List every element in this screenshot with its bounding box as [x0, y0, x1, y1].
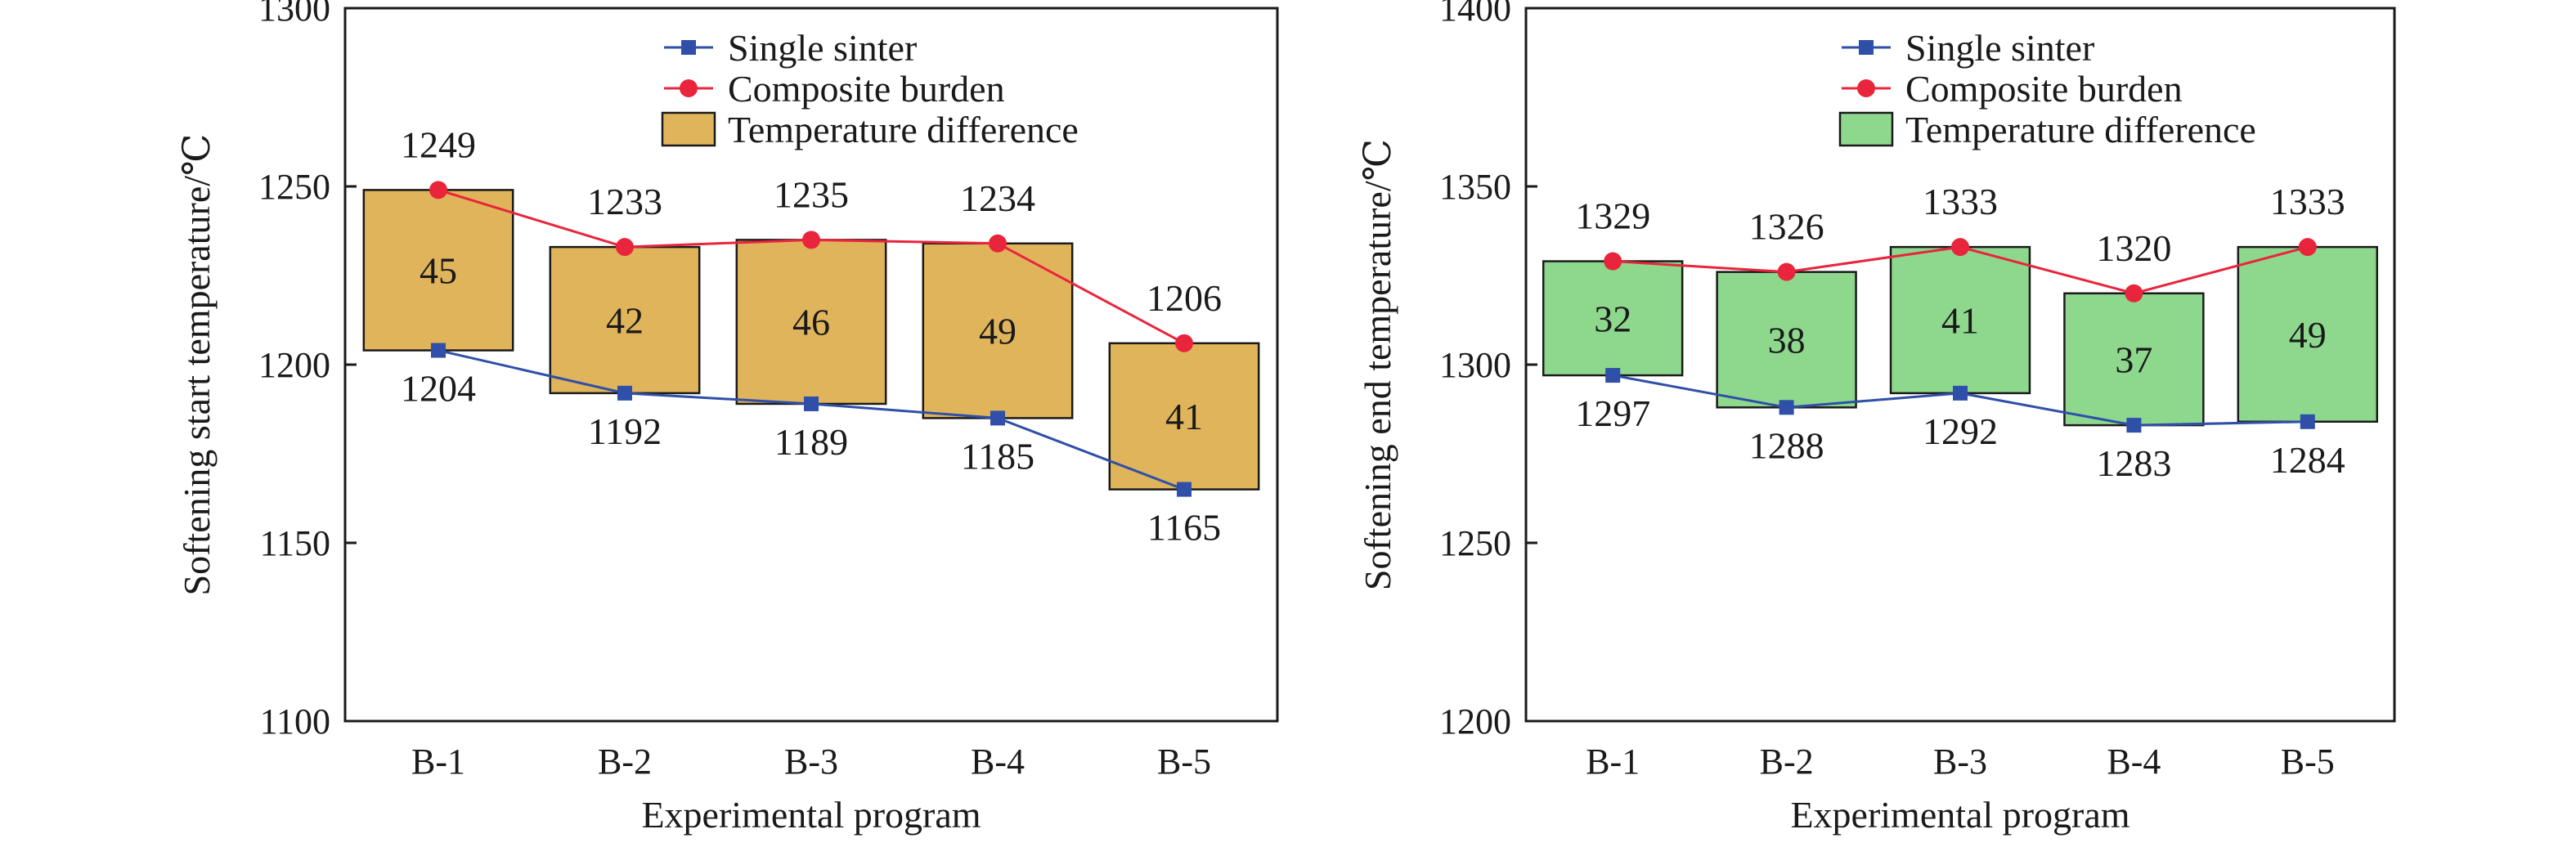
y-tick-label-1100: 1100 — [260, 701, 330, 742]
diff-bar-label-B-1: 45 — [420, 249, 457, 291]
legend-marker-single-sinter — [1859, 40, 1874, 55]
diff-bar-B-2 — [549, 245, 701, 395]
composite-burden-point-B-3 — [1951, 238, 1969, 257]
composite-burden-label-B-2: 1326 — [1749, 206, 1824, 248]
single-sinter-point-B-3 — [804, 396, 819, 411]
x-tick-label-B-3: B-3 — [1933, 742, 1987, 782]
diff-bar-label-B-5: 41 — [1165, 396, 1203, 437]
single-sinter-label-B-5: 1165 — [1147, 507, 1221, 549]
y-tick-label-1300: 1300 — [1439, 345, 1511, 385]
composite-burden-point-B-5 — [2298, 238, 2317, 257]
legend-swatch-temperature-difference — [661, 111, 716, 147]
legend-marker-composite-burden — [1857, 79, 1875, 97]
x-tick-label-B-4: B-4 — [2107, 742, 2161, 782]
x-tick-label-B-1: B-1 — [411, 742, 465, 782]
y-axis-title: Softening start temperature/℃ — [176, 134, 218, 596]
single-sinter-point-B-3 — [1953, 385, 1968, 401]
composite-burden-label-B-5: 1206 — [1147, 277, 1222, 319]
y-axis-title: Softening end temperature/℃ — [1357, 139, 1398, 590]
diff-bar-label-B-2: 38 — [1768, 319, 1806, 361]
single-sinter-label-B-3: 1189 — [774, 421, 848, 463]
diff-bar-label-B-3: 46 — [792, 302, 830, 343]
composite-burden-label-B-3: 1235 — [774, 173, 849, 215]
composite-burden-label-B-3: 1333 — [1923, 181, 1998, 222]
composite-burden-point-B-1 — [429, 181, 447, 199]
single-sinter-label-B-2: 1192 — [588, 410, 662, 452]
single-sinter-label-B-2: 1288 — [1749, 424, 1824, 466]
composite-burden-label-B-1: 1249 — [401, 123, 476, 165]
y-tick-label-1300: 1300 — [258, 0, 330, 29]
legend-label-temperature-difference: Temperature difference — [1905, 109, 2256, 150]
single-sinter-point-B-2 — [617, 385, 632, 401]
single-sinter-point-B-5 — [1177, 482, 1192, 497]
y-tick-label-1350: 1350 — [1439, 167, 1511, 207]
diff-bar-label-B-3: 41 — [1941, 300, 1979, 342]
y-tick-label-1150: 1150 — [260, 523, 330, 563]
legend-swatch-temperature-difference — [1838, 111, 1894, 147]
single-sinter-point-B-1 — [431, 343, 446, 358]
legend-label-temperature-difference: Temperature difference — [728, 109, 1079, 150]
diff-bar-label-B-1: 32 — [1594, 298, 1631, 339]
legend-label-composite-burden: Composite burden — [728, 68, 1005, 110]
single-sinter-point-B-1 — [1605, 368, 1621, 383]
y-tick-label-1400: 1400 — [1439, 0, 1511, 29]
composite-burden-point-B-3 — [802, 231, 820, 249]
diff-bar-B-1 — [362, 189, 514, 352]
composite-burden-label-B-4: 1234 — [960, 177, 1035, 219]
diff-bar-B-1 — [1542, 260, 1684, 377]
composite-burden-label-B-2: 1233 — [587, 181, 662, 222]
chart-panel-2: 32 38 41 37 49 1297 1288 1292 1283 1284 1329 1326 13… — [1357, 0, 2396, 836]
chart-panel-1: 45 42 46 49 41 1204 1192 1189 1185 1165 1249 1233 12… — [176, 0, 1279, 836]
diff-bar-label-B-4: 37 — [2115, 338, 2152, 380]
x-tick-label-B-1: B-1 — [1586, 742, 1640, 782]
legend-label-single-sinter: Single sinter — [728, 27, 917, 69]
composite-burden-point-B-2 — [616, 238, 634, 257]
legend-marker-single-sinter — [681, 40, 696, 55]
y-tick-label-1250: 1250 — [1439, 523, 1511, 563]
single-sinter-label-B-1: 1297 — [1575, 392, 1650, 434]
y-tick-label-1250: 1250 — [258, 167, 330, 207]
single-sinter-label-B-1: 1204 — [401, 368, 476, 410]
composite-burden-point-B-4 — [2125, 284, 2143, 302]
diff-bar-B-5 — [2237, 245, 2379, 424]
x-tick-label-B-5: B-5 — [2281, 742, 2335, 782]
single-sinter-point-B-4 — [2126, 418, 2142, 433]
x-tick-label-B-2: B-2 — [1760, 742, 1814, 782]
single-sinter-point-B-2 — [1779, 400, 1794, 415]
x-tick-label-B-2: B-2 — [598, 742, 652, 782]
composite-burden-point-B-5 — [1175, 334, 1193, 352]
legend-label-composite-burden: Composite burden — [1905, 68, 2183, 110]
diff-bar-label-B-2: 42 — [606, 300, 644, 342]
y-tick-label-1200: 1200 — [1439, 701, 1511, 742]
single-sinter-label-B-4: 1185 — [961, 435, 1034, 477]
diff-bar-B-4 — [2063, 292, 2205, 427]
legend-label-single-sinter: Single sinter — [1905, 27, 2094, 69]
single-sinter-label-B-5: 1284 — [2270, 439, 2345, 481]
single-sinter-label-B-3: 1292 — [1923, 410, 1998, 452]
composite-burden-label-B-5: 1333 — [2270, 181, 2345, 222]
x-tick-label-B-3: B-3 — [784, 742, 838, 782]
single-sinter-label-B-4: 1283 — [2096, 442, 2171, 484]
diff-bar-B-2 — [1716, 271, 1857, 409]
x-tick-label-B-5: B-5 — [1157, 742, 1211, 782]
single-sinter-point-B-5 — [2300, 414, 2315, 429]
x-axis-title: Experimental program — [1790, 794, 2129, 836]
y-tick-label-1200: 1200 — [258, 345, 330, 385]
composite-burden-point-B-2 — [1777, 262, 1796, 281]
single-sinter-point-B-4 — [990, 410, 1005, 426]
diff-bar-label-B-4: 49 — [979, 311, 1016, 352]
composite-burden-label-B-4: 1320 — [2096, 227, 2171, 269]
composite-burden-point-B-1 — [1604, 252, 1622, 271]
diff-bar-B-4 — [922, 242, 1074, 419]
x-axis-title: Experimental program — [641, 794, 981, 836]
composite-burden-label-B-1: 1329 — [1575, 195, 1650, 237]
composite-burden-point-B-4 — [989, 234, 1007, 253]
diff-bar-label-B-5: 49 — [2289, 314, 2327, 356]
legend-marker-composite-burden — [680, 79, 698, 97]
x-tick-label-B-4: B-4 — [971, 742, 1025, 782]
